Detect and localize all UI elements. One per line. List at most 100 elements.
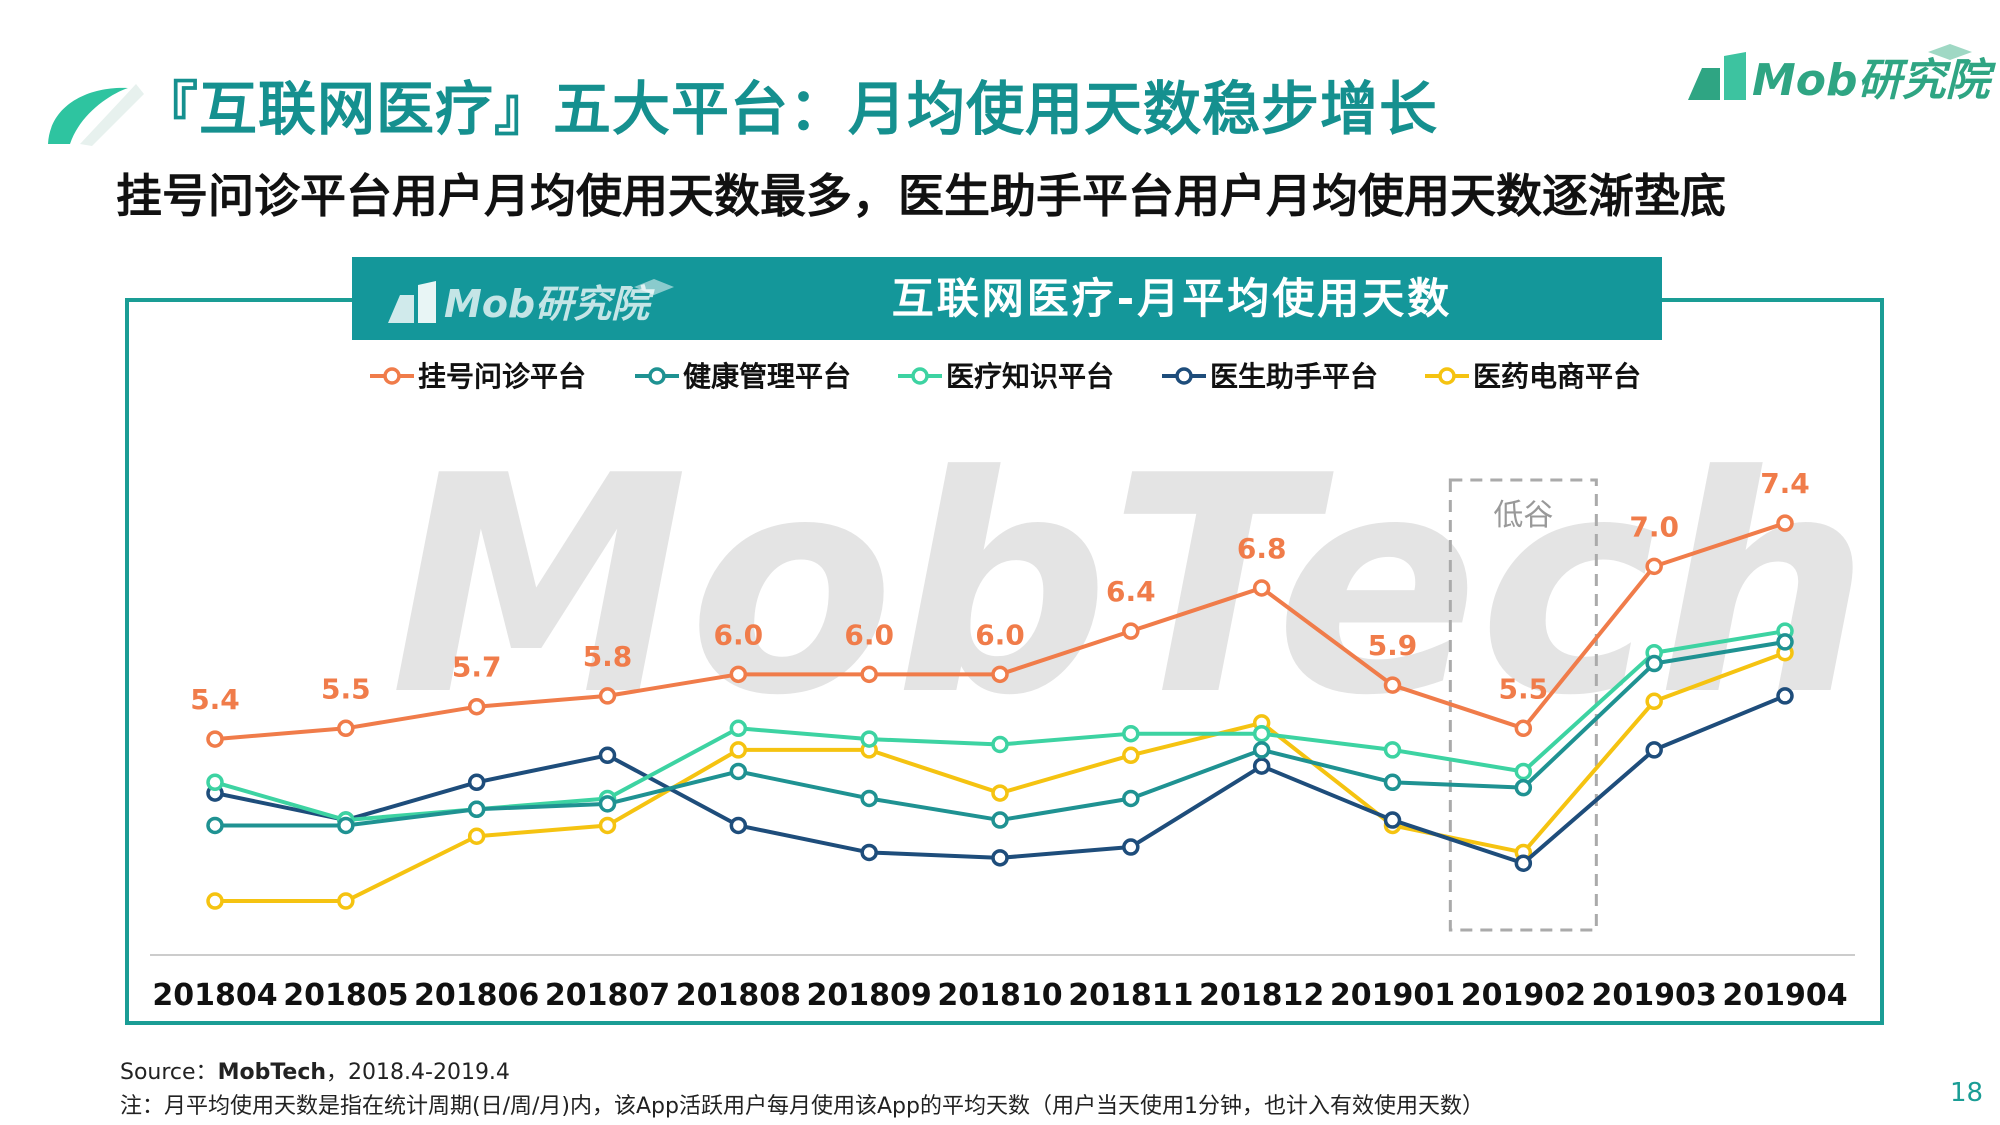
x-tick-label: 201902 [1461, 978, 1586, 1013]
legend-label: 医疗知识平台 [946, 360, 1114, 393]
page-number: 18 [1950, 1078, 1984, 1108]
data-point [1252, 757, 1271, 775]
data-point [598, 687, 617, 705]
logo-text: Mob研究院 [1752, 55, 1990, 106]
legend-item: 挂号问诊平台 [370, 360, 586, 393]
legend-item: 医药电商平台 [1425, 360, 1641, 393]
data-point [860, 665, 878, 684]
x-tick-label: 201805 [283, 978, 408, 1013]
data-label: 5.9 [1368, 629, 1418, 662]
data-point [206, 773, 224, 792]
legend-label: 医药电商平台 [1473, 360, 1641, 393]
page-subtitle: 挂号问诊平台用户月均使用天数最多，医生助手平台用户月均使用天数逐渐垫底 [116, 169, 1726, 223]
data-point [1645, 692, 1663, 711]
data-point [1514, 762, 1533, 781]
data-point [1776, 633, 1794, 651]
data-point [1252, 724, 1271, 743]
data-point [598, 746, 617, 765]
lowpoint-label: 低谷 [1493, 498, 1553, 533]
data-label: 6.4 [1106, 575, 1156, 608]
data-point [1122, 838, 1140, 856]
data-point [598, 816, 617, 835]
data-point [1645, 557, 1663, 576]
watermark-text: MobTech [390, 412, 1870, 761]
x-tick-label: 201812 [1199, 978, 1324, 1013]
x-tick-label: 201903 [1592, 978, 1717, 1013]
data-point [860, 789, 878, 808]
data-point [467, 773, 486, 792]
legend-marker [648, 367, 666, 385]
legend-label: 健康管理平台 [683, 360, 851, 393]
data-point [860, 730, 878, 748]
series-挂号问诊平台 [206, 514, 1794, 748]
data-point [1383, 741, 1402, 759]
data-point [729, 719, 748, 738]
data-label: 5.5 [1499, 672, 1549, 705]
data-point [1645, 741, 1663, 759]
data-point [206, 816, 224, 835]
data-point [467, 827, 486, 845]
data-point [991, 784, 1009, 802]
page-title: 『互联网医疗』五大平台：月均使用天数稳步增长 [140, 75, 1439, 143]
data-point [729, 741, 748, 759]
x-tick-label: 201811 [1068, 978, 1193, 1013]
x-tick-label: 201808 [676, 978, 801, 1013]
data-point [467, 800, 486, 819]
data-point [1514, 854, 1533, 872]
watermark: MobTech [390, 412, 1870, 761]
data-point [729, 762, 748, 781]
mob-logo-icon [1688, 44, 1972, 100]
x-tick-label: 201810 [937, 978, 1062, 1013]
data-point [1122, 746, 1140, 765]
data-point [1776, 687, 1794, 705]
data-point [1252, 579, 1271, 597]
source-label: Source： [120, 1060, 218, 1085]
data-label: 5.8 [583, 640, 633, 673]
legend-label: 医生助手平台 [1210, 360, 1378, 393]
x-tick-label: 201807 [545, 978, 670, 1013]
data-point [206, 892, 224, 910]
data-point [1383, 676, 1402, 694]
header-logo-icon [388, 279, 674, 323]
source-range: ，2018.4-2019.4 [326, 1060, 510, 1085]
series-健康管理平台 [206, 633, 1794, 835]
x-tick-label: 201901 [1330, 978, 1455, 1013]
x-tick-label: 201904 [1722, 978, 1847, 1013]
data-label: 6.0 [714, 618, 764, 651]
data-point [991, 849, 1009, 867]
data-label: 5.5 [321, 672, 371, 705]
data-point [337, 816, 355, 835]
data-point [860, 843, 878, 862]
source-name: MobTech [217, 1060, 327, 1085]
x-tick-label: 201804 [152, 978, 277, 1013]
data-point [991, 811, 1009, 829]
data-label: 6.8 [1237, 532, 1287, 565]
data-point [729, 816, 748, 835]
legend-marker [1438, 367, 1456, 385]
data-label: 7.0 [1629, 510, 1679, 543]
data-point [467, 697, 486, 716]
legend-item: 健康管理平台 [635, 360, 851, 393]
data-label: 6.0 [975, 618, 1025, 651]
data-point [1645, 654, 1663, 673]
legend-marker [911, 367, 929, 385]
data-label: 5.7 [452, 651, 502, 684]
data-point [1514, 719, 1533, 738]
decorative-leaf-icon [48, 84, 144, 146]
x-tick-label: 201806 [414, 978, 539, 1013]
data-point [729, 665, 748, 684]
data-point [1252, 741, 1271, 759]
data-point [1383, 773, 1402, 792]
data-point [991, 665, 1009, 684]
data-label: 7.4 [1760, 467, 1810, 500]
data-point [1776, 514, 1794, 532]
data-point [206, 730, 224, 748]
legend-marker [1175, 367, 1193, 385]
data-point [1383, 811, 1402, 829]
source-line: Source：MobTech，2018.4-2019.4 [120, 1054, 510, 1086]
footnote: 注：月平均使用天数是指在统计周期(日/周/月)内，该App活跃用户每月使用该Ap… [120, 1094, 1484, 1119]
data-point [337, 892, 355, 910]
data-point [1122, 622, 1140, 640]
legend-item: 医疗知识平台 [898, 360, 1114, 393]
